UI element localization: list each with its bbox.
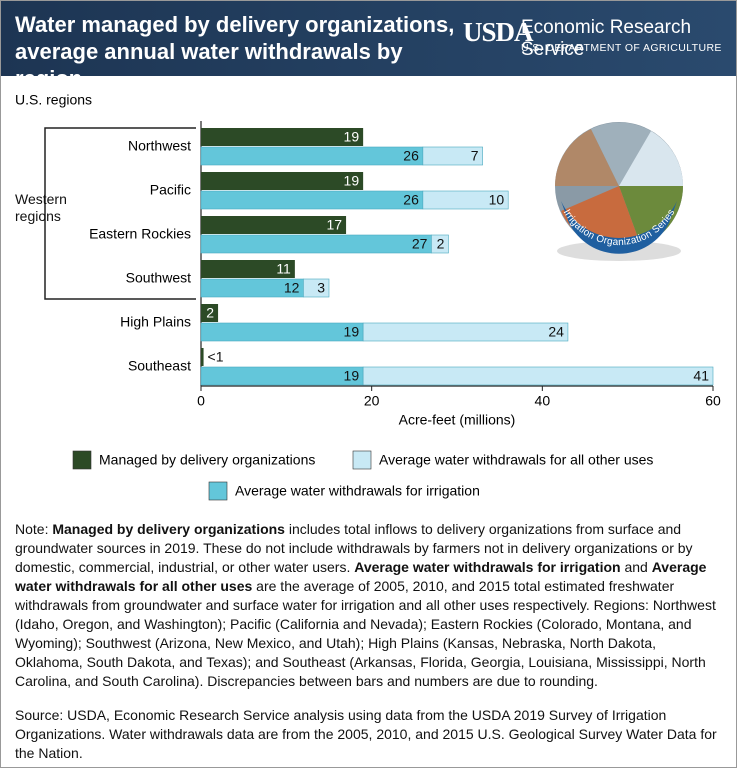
bar xyxy=(201,128,364,146)
bar xyxy=(201,216,347,234)
note-text: Average water withdrawals for irrigation xyxy=(354,559,621,575)
bar xyxy=(303,278,330,298)
group-bracket xyxy=(44,127,196,300)
data-label: 10 xyxy=(489,192,505,208)
y-axis-label: U.S. regions xyxy=(15,92,92,108)
y-tick-label: Pacific xyxy=(150,182,191,198)
x-tick-label: 0 xyxy=(197,393,205,409)
data-label: 12 xyxy=(284,280,300,296)
x-tick-label: 20 xyxy=(364,393,380,409)
data-label: 2 xyxy=(437,236,445,252)
badge-slice xyxy=(619,131,683,186)
agency: Economic Research Service xyxy=(521,17,692,60)
chart: Irrigation Organization Series U.S. regi… xyxy=(15,92,721,501)
bar xyxy=(422,146,483,166)
data-label: 26 xyxy=(403,148,419,164)
bar xyxy=(362,322,569,342)
bar xyxy=(200,322,364,342)
bar xyxy=(201,304,219,322)
legend-swatch xyxy=(72,450,92,470)
bar xyxy=(201,348,204,366)
chart-title: Water managed by delivery organizations,… xyxy=(15,12,455,91)
legend-label: Average water withdrawals for irrigation xyxy=(235,483,480,499)
data-label: 24 xyxy=(548,324,564,340)
data-label: 26 xyxy=(403,192,419,208)
legend-swatch xyxy=(208,481,228,501)
bar xyxy=(201,172,364,190)
bar xyxy=(201,260,295,278)
group-label: Western regions xyxy=(15,191,67,224)
note: Note: Managed by delivery organizations … xyxy=(15,520,727,691)
data-label: 11 xyxy=(276,261,291,277)
x-axis-label: Acre-feet (millions) xyxy=(399,412,516,428)
legend-label: Managed by delivery organizations xyxy=(99,452,315,468)
data-label: 19 xyxy=(344,324,360,340)
data-label: 19 xyxy=(344,368,360,384)
badge-image: Irrigation Organization Series xyxy=(555,122,683,261)
data-label: 41 xyxy=(693,368,709,384)
note-text: Managed by delivery organizations xyxy=(52,521,285,537)
header: Water managed by delivery organizations,… xyxy=(1,1,736,91)
badge-slice xyxy=(591,122,651,186)
data-label: 19 xyxy=(344,129,360,145)
source: Source: USDA, Economic Research Service … xyxy=(15,707,717,761)
data-label: 27 xyxy=(412,236,428,252)
note-text: Average water withdrawals for all other … xyxy=(15,559,707,594)
bar xyxy=(422,190,509,210)
bar xyxy=(200,146,424,166)
note-text: are the average of 2005, 2010, and 2015 … xyxy=(15,578,716,689)
bar xyxy=(200,234,432,254)
note-text: includes total inflows to delivery organ… xyxy=(15,521,693,575)
department: U.S. DEPARTMENT OF AGRICULTURE xyxy=(521,42,722,54)
bar xyxy=(431,234,449,254)
y-tick-label: Southwest xyxy=(126,270,191,286)
y-tick-label: Southeast xyxy=(128,358,191,374)
badge-slice xyxy=(619,186,683,246)
y-tick-label: High Plains xyxy=(120,314,191,330)
x-tick-label: 40 xyxy=(535,393,551,409)
data-label: 2 xyxy=(206,305,214,321)
legend-swatch xyxy=(352,450,372,470)
legend-label: Average water withdrawals for all other … xyxy=(379,452,653,468)
data-label: 19 xyxy=(344,173,360,189)
note-text: Note: xyxy=(15,521,53,537)
x-tick-label: 60 xyxy=(705,393,721,409)
y-tick-label: Northwest xyxy=(128,138,191,154)
bar xyxy=(362,366,714,386)
bar xyxy=(200,190,424,210)
bar xyxy=(200,366,364,386)
badge-slice xyxy=(555,129,619,186)
note-text: and xyxy=(620,559,652,575)
logo: USDA xyxy=(463,17,534,47)
data-label: 7 xyxy=(471,148,479,164)
data-label: 17 xyxy=(326,217,342,233)
badge-ribbon xyxy=(561,201,677,254)
data-label: 3 xyxy=(317,280,325,296)
data-label: <1 xyxy=(208,349,224,365)
y-tick-label: Eastern Rockies xyxy=(89,226,191,242)
